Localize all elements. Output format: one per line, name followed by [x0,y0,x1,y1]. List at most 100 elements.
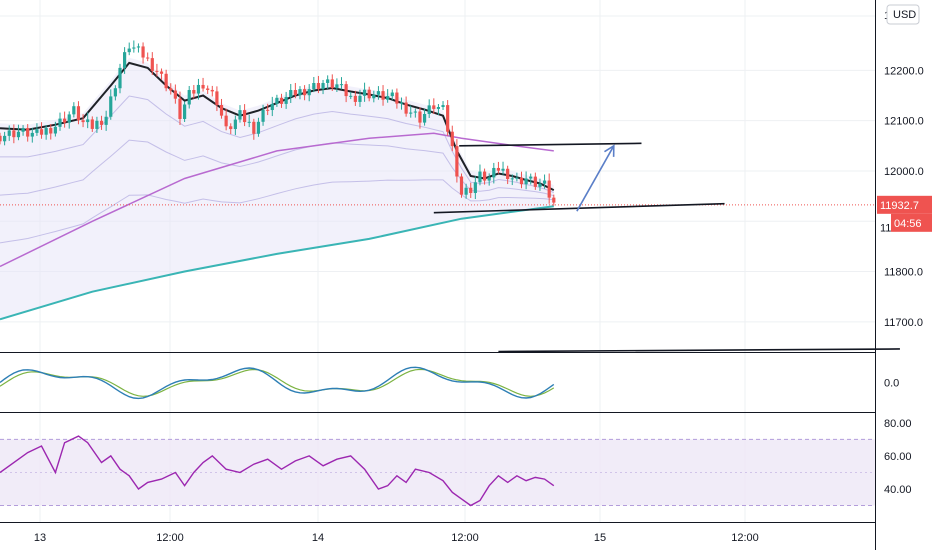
candle-body [326,79,330,83]
candle-body [7,130,11,136]
teal-ma-line [0,205,554,321]
last-price-label: 11932.7 [880,200,919,212]
candle-body [215,91,219,105]
candle-body [376,91,381,95]
candle-body [109,96,113,117]
candle-body [422,113,427,123]
trendline[interactable] [498,348,900,353]
projection-arrow[interactable] [576,145,615,212]
drawings[interactable] [433,142,900,353]
candle-body [118,67,122,89]
candle-body [362,89,367,96]
rsi-tick-label: 40.00 [884,484,912,496]
candle-body [478,171,482,183]
time-tick-label: 12:00 [156,532,184,544]
candle-body [206,88,210,90]
rsi-band [0,438,875,506]
candle-body [349,95,353,97]
candle-body [159,71,164,74]
candle-body [446,105,450,132]
candle-body [459,176,464,195]
candle-body [164,73,168,89]
time-axis-bg [0,523,875,550]
candle-body [289,90,293,97]
candle-body [178,98,182,119]
candle-body [547,180,551,198]
candle-body [515,177,519,179]
candle-body [44,128,48,135]
candle-body [298,89,302,96]
candle-body [529,176,533,179]
candle-body [219,104,224,116]
price-tick-label: 12100.0 [884,116,924,128]
axis-corner [876,523,932,550]
price-tick-label: 11700.0 [884,317,923,329]
candle-body [141,46,145,58]
candle-body [506,168,510,180]
candle-body [63,118,67,123]
macd-line [0,366,555,400]
candle-body [16,131,21,138]
currency-label: USD [893,9,916,21]
candle-body [210,89,214,92]
candle-body [367,89,371,99]
projection-arrow-head[interactable] [604,144,615,157]
candle-body [482,171,487,181]
candle-body [293,90,297,96]
candle-body [58,118,62,127]
price-tick-label-partial: 11 [880,222,891,234]
candle-body [270,103,274,111]
candle-body [390,92,394,97]
currency-badge[interactable] [886,4,920,25]
candle-body [413,111,417,113]
candle-body [150,58,154,71]
candle-body [173,90,177,99]
price-tick-label: 12200.0 [884,65,924,77]
candle-body [224,115,228,127]
candle-body [358,95,362,102]
candle-body [510,178,514,180]
candle-body [284,96,288,104]
purple-ma-line [0,132,554,268]
candle-body [473,182,477,193]
time-axis: 13 12:00 14 12:00 15 12:00 [0,523,932,550]
candle-body [247,121,251,123]
candle-body [26,128,30,137]
candle-body [409,112,413,114]
candle-body [30,132,34,137]
rsi-line [0,435,555,507]
candle-body [279,97,284,104]
trendline[interactable] [459,142,642,147]
candle-body [344,84,348,97]
time-tick-label: 14 [312,532,324,544]
countdown-tag [891,213,932,232]
candle-body [552,197,556,203]
candle-body [450,131,454,147]
candle-body [487,177,491,181]
candle-body [469,187,473,193]
panel-dividers [0,0,876,550]
candle-body [132,47,136,49]
candle-body [146,57,150,59]
time-tick-label: 12:00 [451,532,479,544]
candle-body [49,128,53,134]
candle-body [0,135,2,142]
rsi-tick-label: 60.00 [884,451,912,463]
rsi-tick-label: 80.00 [884,418,912,430]
candle-body [432,105,436,109]
candle-body [95,120,99,129]
candle-body [339,84,344,86]
candle-body [39,129,44,135]
candle-body [307,89,311,96]
candles [0,40,556,206]
candle-body [238,110,242,120]
time-tick-label: 13 [34,532,46,544]
candle-body [256,121,261,134]
candle-body [113,88,117,97]
candle-body [312,83,316,90]
candle-body [496,167,501,171]
candle-body [330,79,334,88]
candle-body [381,91,385,100]
